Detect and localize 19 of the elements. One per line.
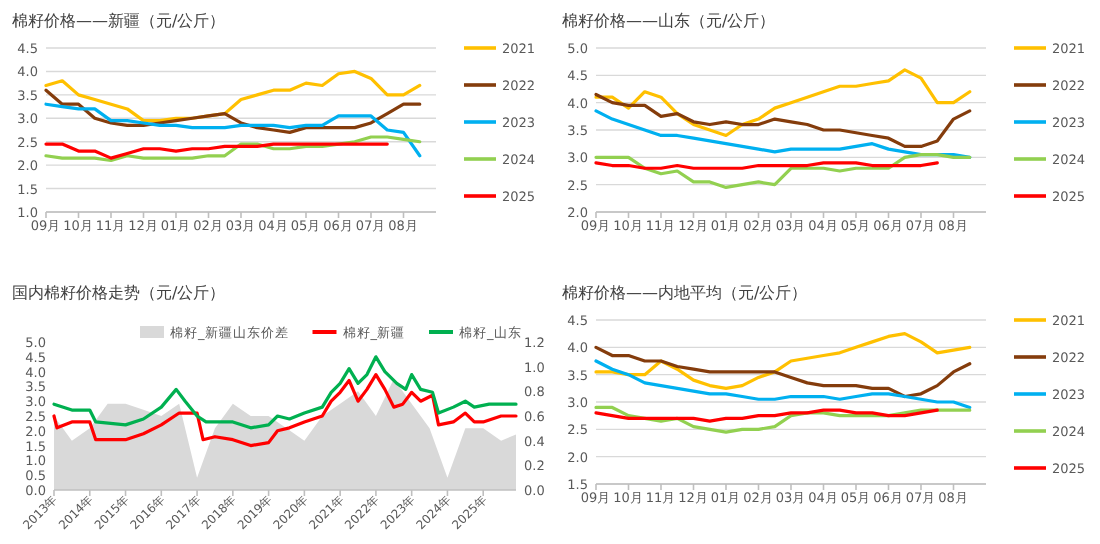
- chart-title: 棉籽价格——内地平均（元/公斤）: [562, 284, 808, 302]
- line-series: [52, 372, 518, 448]
- line-series: [44, 142, 389, 160]
- chart-title: 国内棉籽价格走势（元/公斤）: [12, 284, 226, 302]
- line-series: [594, 345, 972, 399]
- line-series: [44, 69, 422, 123]
- line-series: [594, 153, 972, 189]
- line-series: [594, 359, 972, 410]
- line-series: [594, 332, 972, 390]
- line-series: [44, 135, 422, 163]
- line-series: [594, 68, 972, 138]
- line-series: [594, 109, 972, 159]
- line-series: [594, 405, 972, 434]
- line-series: [44, 102, 422, 158]
- chart-title: 棉籽价格——山东（元/公斤）: [562, 12, 776, 30]
- line-series: [44, 88, 422, 134]
- chart-title: 棉籽价格——新疆（元/公斤）: [12, 12, 226, 30]
- line-series: [594, 92, 972, 148]
- line-series: [52, 355, 518, 430]
